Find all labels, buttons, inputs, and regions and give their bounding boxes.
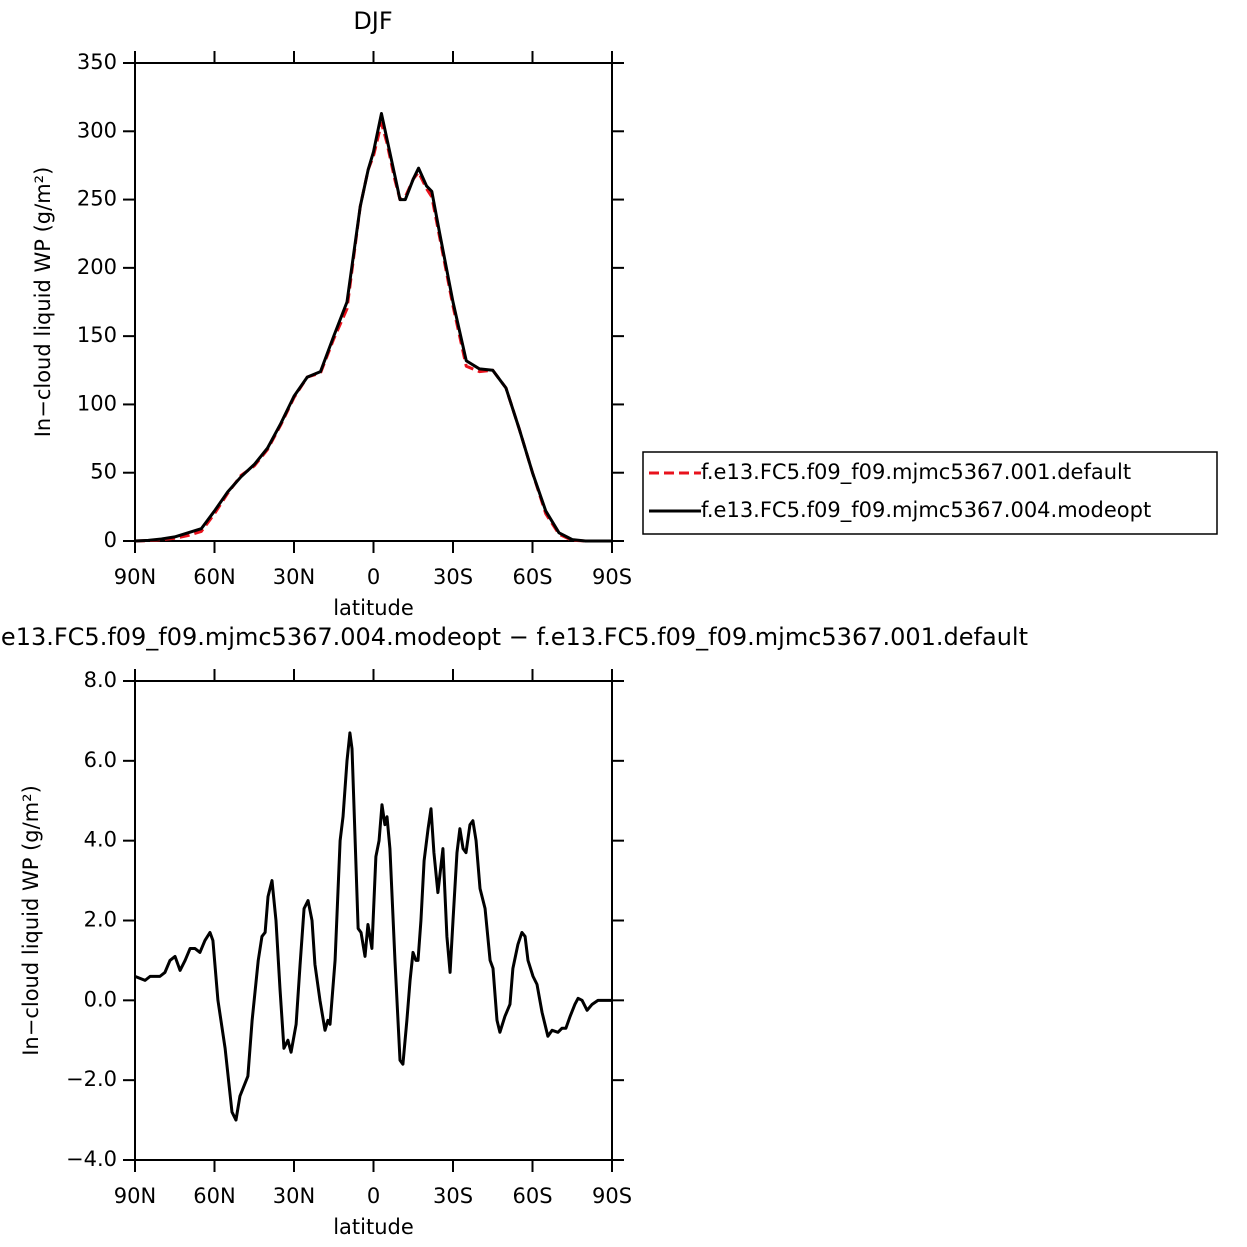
- x-tick-label: 60S: [512, 1184, 552, 1208]
- y-tick-label: 50: [90, 460, 117, 484]
- x-tick-label: 60S: [512, 565, 552, 589]
- y-axis-label: In−cloud liquid WP (g/m²): [31, 167, 55, 438]
- y-tick-label: 0: [104, 528, 117, 552]
- data-line: [134, 731, 612, 1122]
- x-tick-label: 30N: [273, 565, 315, 589]
- x-tick-label: 30N: [273, 1184, 315, 1208]
- y-tick-label: 200: [77, 255, 117, 279]
- y-tick-label: 6.0: [84, 748, 117, 772]
- y-tick-label: 0.0: [84, 987, 117, 1011]
- y-tick-label: −2.0: [66, 1067, 117, 1091]
- x-tick-label: 90S: [592, 565, 632, 589]
- x-tick-label: 60N: [193, 565, 235, 589]
- y-tick-label: 4.0: [84, 828, 117, 852]
- x-tick-label: 0: [367, 565, 380, 589]
- x-tick-label: 90N: [114, 1184, 156, 1208]
- data-line: [134, 112, 612, 543]
- chart-title: DJF: [353, 7, 392, 35]
- x-tick-label: 30S: [433, 565, 473, 589]
- chart-title: f.e13.FC5.f09_f09.mjmc5367.004.modeopt −…: [0, 623, 1028, 651]
- y-tick-label: 100: [77, 391, 117, 415]
- y-tick-label: 8.0: [84, 668, 117, 692]
- y-tick-label: 150: [77, 323, 117, 347]
- y-axis-label: In−cloud liquid WP (g/m²): [19, 785, 43, 1056]
- legend-box: [642, 451, 1218, 535]
- x-axis-label: latitude: [333, 1215, 414, 1239]
- y-tick-label: 300: [77, 118, 117, 142]
- y-tick-label: 350: [77, 50, 117, 74]
- y-tick-label: 2.0: [84, 908, 117, 932]
- legend-label: f.e13.FC5.f09_f09.mjmc5367.004.modeopt: [701, 498, 1151, 523]
- y-tick-label: −4.0: [66, 1147, 117, 1171]
- y-tick-label: 250: [77, 187, 117, 211]
- x-tick-label: 90N: [114, 565, 156, 589]
- x-tick-label: 90S: [592, 1184, 632, 1208]
- plot-frame: [134, 62, 613, 542]
- legend-label: f.e13.FC5.f09_f09.mjmc5367.001.default: [701, 460, 1131, 485]
- x-tick-label: 0: [367, 1184, 380, 1208]
- data-line: [134, 121, 612, 543]
- x-tick-label: 60N: [193, 1184, 235, 1208]
- x-axis-label: latitude: [333, 596, 414, 620]
- x-tick-label: 30S: [433, 1184, 473, 1208]
